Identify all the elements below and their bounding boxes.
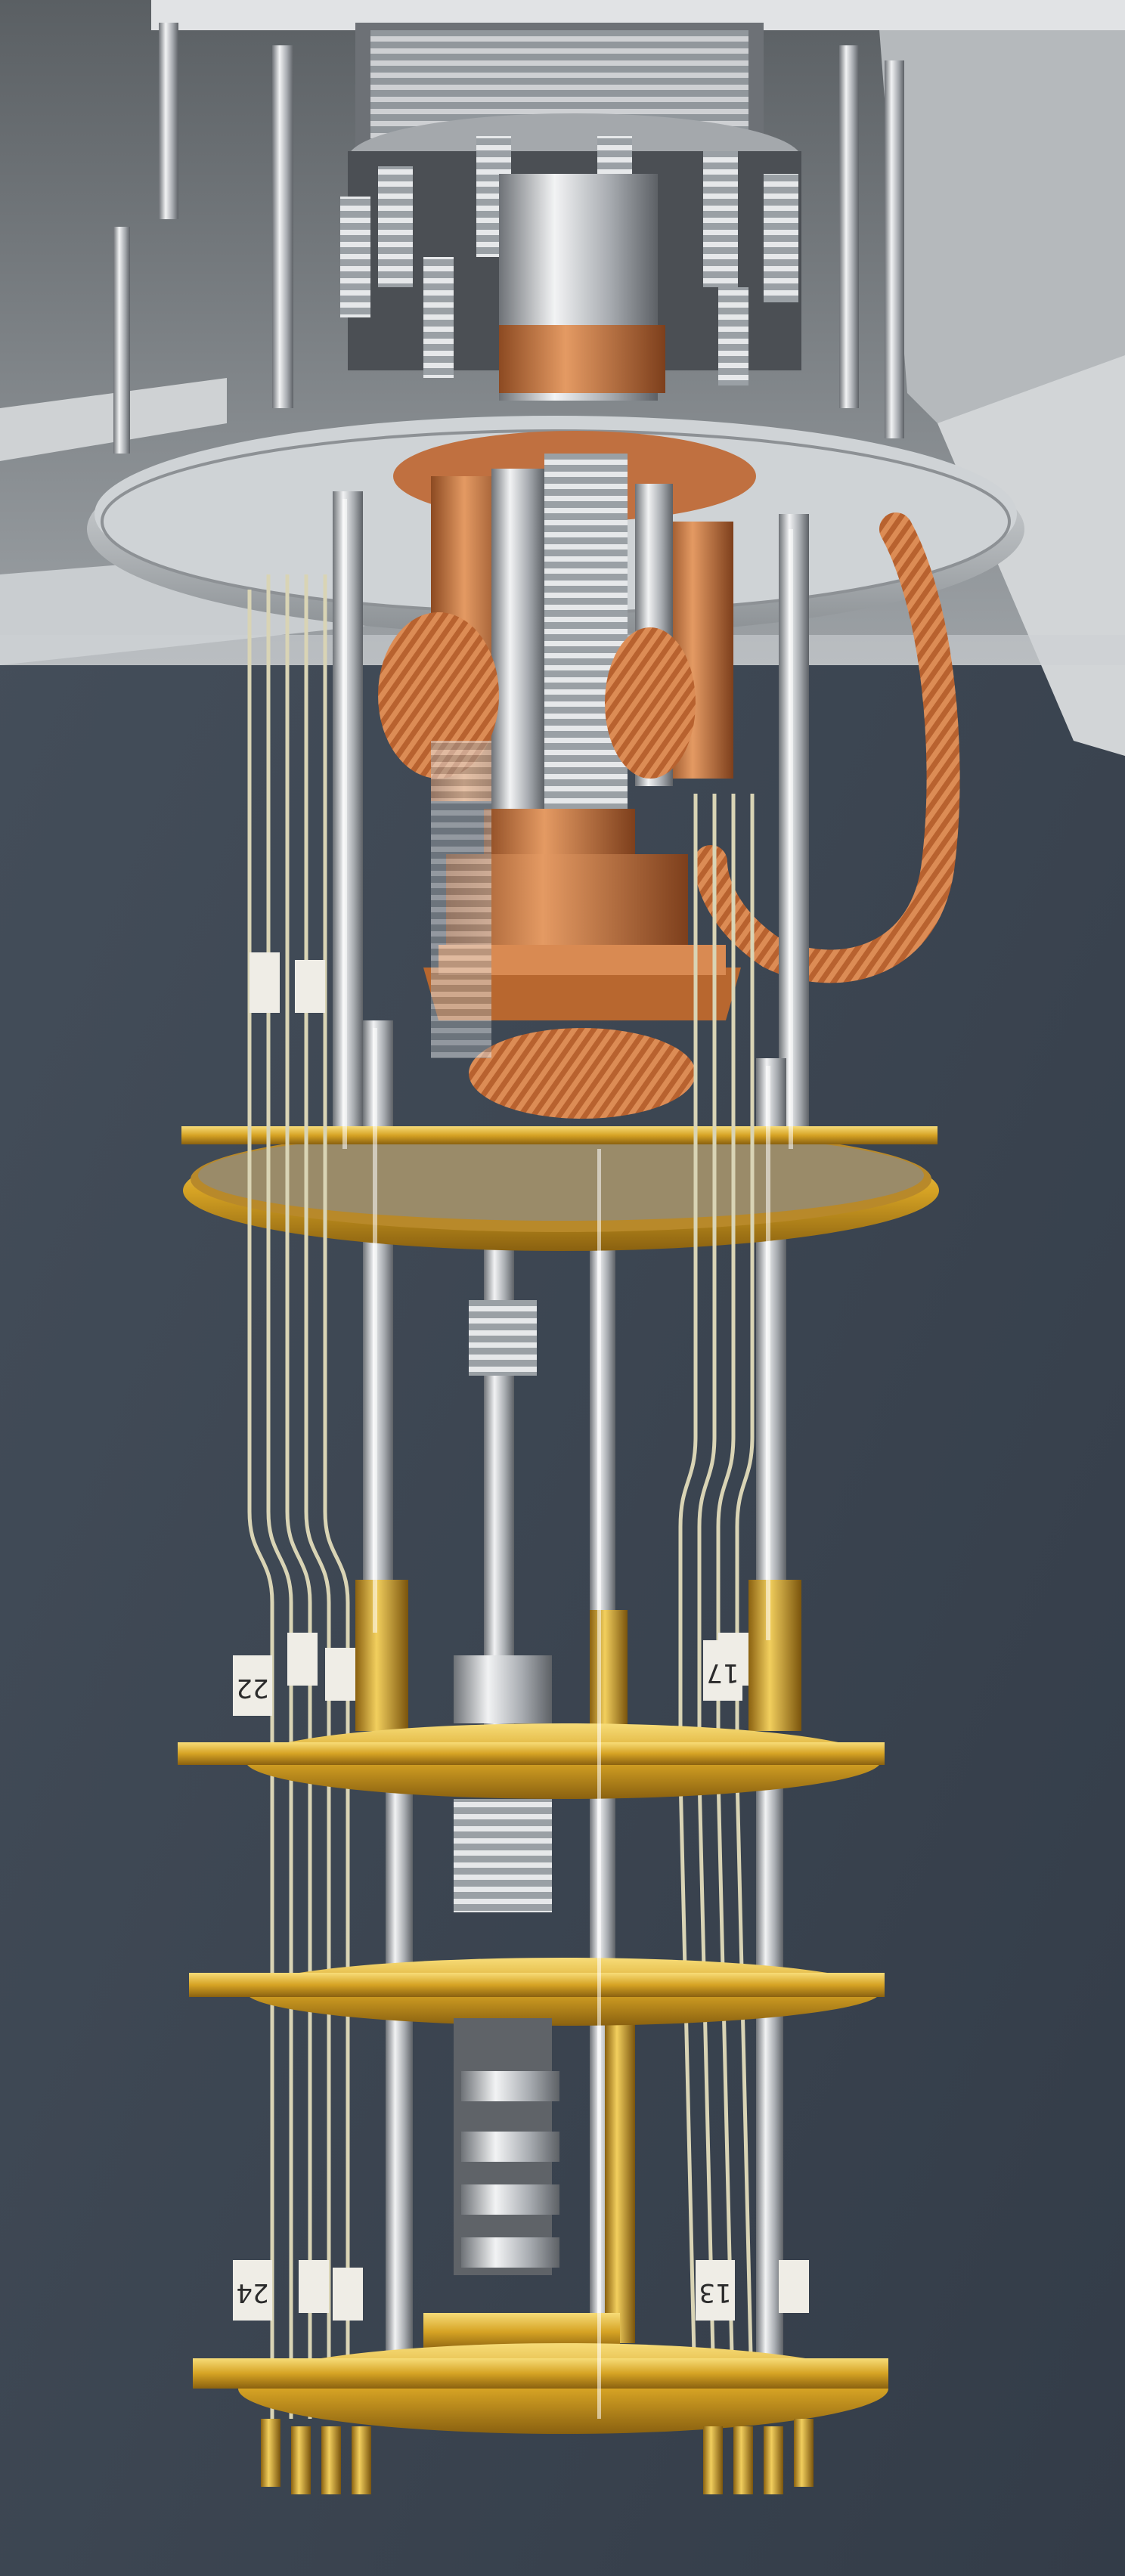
specular-highlights bbox=[342, 499, 793, 2419]
bottom-sma-connectors bbox=[261, 2419, 814, 2494]
mixing-chamber-plate bbox=[193, 2343, 888, 2434]
tag-right-upper-text: 17 bbox=[706, 1658, 739, 1688]
suspension-rods bbox=[113, 23, 904, 454]
tag-left-lower-text: 24 bbox=[236, 2277, 268, 2308]
gold-rod-sleeves bbox=[355, 1580, 801, 2343]
tag-left-upper: 22 bbox=[233, 1655, 272, 1716]
tag-left-upper-text: 22 bbox=[236, 1673, 268, 1703]
attenuator-blocks bbox=[249, 952, 809, 2321]
top-plate-assembly bbox=[340, 23, 801, 401]
central-column bbox=[378, 454, 741, 1119]
heat-exchanger bbox=[454, 1300, 552, 1912]
tag-right-lower-text: 13 bbox=[699, 2277, 731, 2308]
tag-left-lower: 24 bbox=[233, 2260, 272, 2321]
copper-braid-strap bbox=[694, 512, 960, 983]
coax-lines-left bbox=[247, 574, 350, 2419]
intermediate-plate bbox=[189, 1958, 885, 2026]
tag-right-lower: 13 bbox=[696, 2260, 735, 2321]
tag-right-upper: 17 bbox=[703, 1640, 742, 1701]
still-plate bbox=[181, 1126, 939, 1251]
cold-plate bbox=[178, 1723, 885, 1799]
coax-lines-right bbox=[678, 794, 755, 2420]
